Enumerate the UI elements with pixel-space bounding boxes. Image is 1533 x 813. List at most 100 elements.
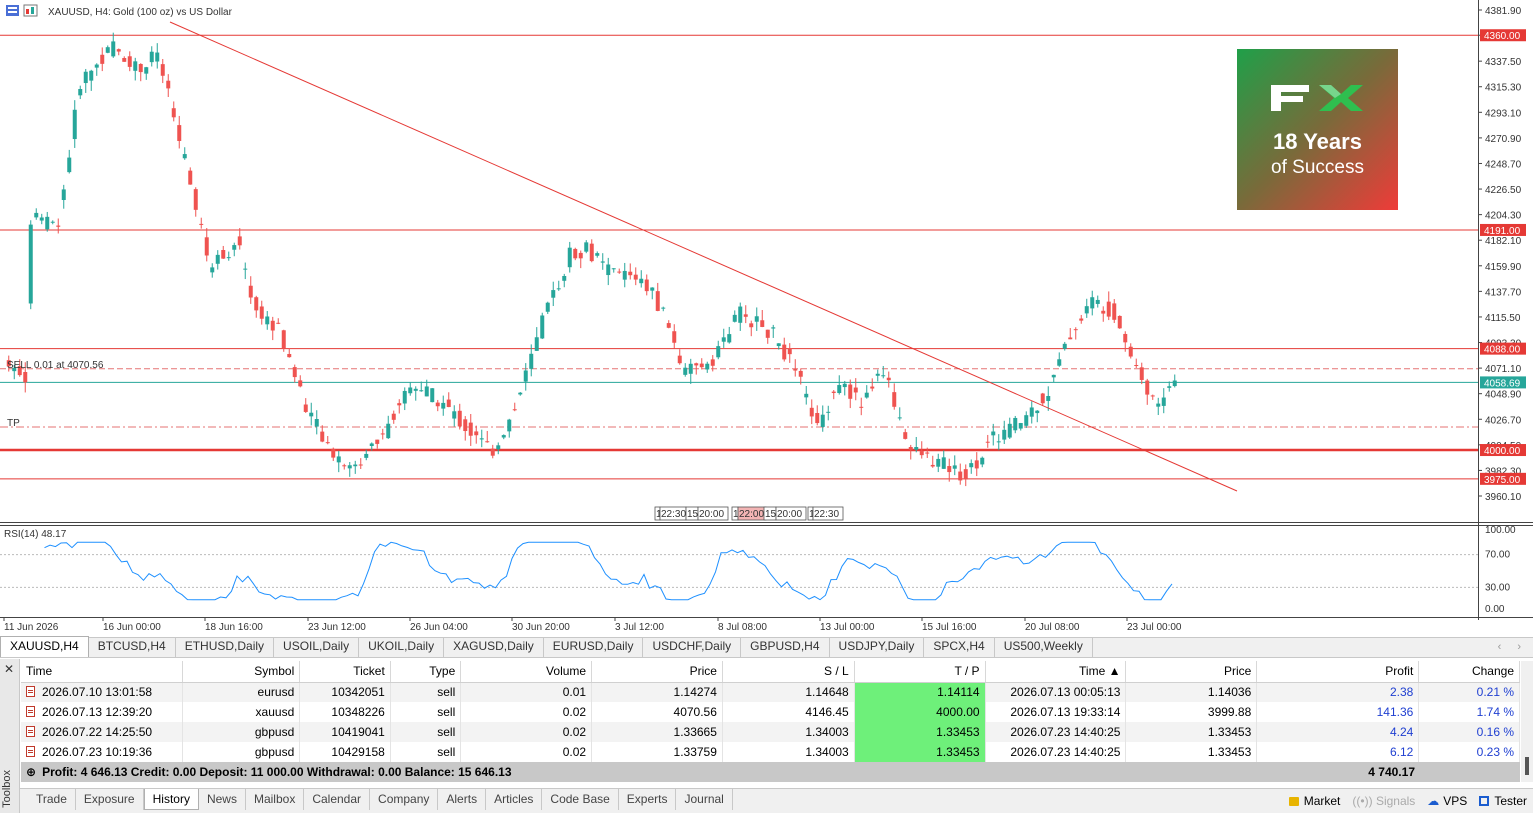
- column-header[interactable]: Change: [1418, 661, 1520, 683]
- cell-close-price: 1.14036: [1125, 682, 1258, 702]
- rsi-line: [44, 541, 1173, 601]
- candle-body: [578, 252, 583, 259]
- symbol-tab-xauusd-h4[interactable]: XAUUSD,H4: [0, 636, 89, 657]
- time-axis-label: 20 Jul 08:00: [1025, 622, 1080, 633]
- table-row[interactable]: 2026.07.22 14:25:50 gbpusd 10419041 sell 0.0…: [21, 722, 1520, 742]
- column-header[interactable]: T / P: [854, 661, 986, 683]
- rsi-tick-label: 0.00: [1485, 604, 1505, 615]
- chevron-right-icon[interactable]: ›: [1517, 641, 1521, 653]
- tab-mailbox[interactable]: Mailbox: [246, 789, 305, 810]
- column-header[interactable]: Price: [591, 661, 723, 683]
- tab-company[interactable]: Company: [370, 789, 439, 810]
- badge-line-1: 18 Years: [1273, 129, 1362, 154]
- badge-line-2: of Success: [1271, 157, 1364, 178]
- table-row[interactable]: 2026.07.23 10:19:36 gbpusd 10429158 sell 0.0…: [21, 742, 1520, 762]
- candle-body: [1167, 386, 1172, 388]
- trend-line[interactable]: [169, 21, 1238, 492]
- time-tag: [775, 506, 807, 521]
- cell-ticket: 10429158: [299, 742, 391, 762]
- tab-calendar[interactable]: Calendar: [304, 789, 371, 810]
- symbol-tab-ethusd-daily[interactable]: ETHUSD,Daily: [176, 637, 275, 657]
- symbol-tab-btcusd-h4[interactable]: BTCUSD,H4: [89, 637, 176, 657]
- price-level-tag-text: 4088.00: [1484, 345, 1521, 356]
- candle-body: [430, 388, 435, 403]
- candle-body: [155, 52, 160, 62]
- table-row[interactable]: 2026.07.10 13:01:58 eurusd 10342051 sell 0.0…: [21, 682, 1520, 702]
- time-axis-label: 18 Jun 16:00: [205, 622, 263, 633]
- tab-code-base[interactable]: Code Base: [542, 789, 619, 810]
- candle-body: [1101, 310, 1106, 314]
- price-level-tag-text: 4058.69: [1484, 378, 1521, 389]
- bag-icon: [1288, 797, 1299, 806]
- symbol-tab-usoil-daily[interactable]: USOIL,Daily: [274, 637, 360, 657]
- candle-body: [287, 353, 292, 358]
- column-header[interactable]: Time ▲: [985, 661, 1127, 683]
- column-header[interactable]: Profit: [1256, 661, 1420, 683]
- tab-history[interactable]: History: [143, 789, 199, 810]
- tab-news[interactable]: News: [199, 789, 246, 810]
- market-button[interactable]: Market: [1288, 789, 1340, 813]
- candle-body: [89, 70, 94, 81]
- sell-order-label[interactable]: SELL 0.01 at 4070.56: [7, 360, 104, 371]
- rsi-tick-label: 100.00: [1485, 525, 1516, 536]
- column-header[interactable]: Type: [390, 661, 462, 683]
- candle-body: [633, 274, 638, 280]
- price-tick-label: 4071.10: [1485, 364, 1522, 375]
- symbol-tab-ukoil-daily[interactable]: UKOIL,Daily: [359, 637, 445, 657]
- scrollbar-thumb[interactable]: [1525, 757, 1529, 775]
- candle-body: [309, 412, 314, 417]
- tester-button[interactable]: Tester: [1479, 789, 1527, 813]
- expand-plus-icon[interactable]: ⊕: [26, 765, 37, 779]
- table-row[interactable]: 2026.07.13 12:39:20 xauusd 10348226 sell 0.0…: [21, 702, 1520, 722]
- symbol-tab-eurusd-daily[interactable]: EURUSD,Daily: [544, 637, 644, 657]
- cell-symbol: gbpusd: [182, 742, 301, 762]
- cell-price: 1.33759: [591, 742, 723, 762]
- column-header[interactable]: S / L: [722, 661, 855, 683]
- time-axis-label: 13 Jul 00:00: [820, 622, 875, 633]
- candle-body: [622, 270, 627, 280]
- time-tag: [812, 506, 844, 521]
- candle-body: [270, 320, 275, 331]
- symbol-tab-us500-weekly[interactable]: US500,Weekly: [995, 637, 1093, 657]
- candle-body: [782, 344, 787, 360]
- symbol-tab-xagusd-daily[interactable]: XAGUSD,Daily: [444, 637, 544, 657]
- candle-body: [122, 58, 127, 62]
- tab-exposure[interactable]: Exposure: [76, 789, 144, 810]
- tab-experts[interactable]: Experts: [619, 789, 677, 810]
- candle-body: [490, 448, 495, 456]
- history-scrollbar[interactable]: [1521, 661, 1533, 782]
- chart-header-icons[interactable]: [6, 4, 38, 17]
- candle-body: [611, 268, 616, 270]
- time-tag-text: 22:30: [661, 509, 686, 520]
- close-icon[interactable]: ✕: [4, 662, 15, 676]
- candle-body: [1079, 318, 1084, 321]
- vps-button[interactable]: ☁ VPS: [1427, 789, 1467, 813]
- tp-label[interactable]: TP: [7, 418, 20, 429]
- price-tick-label: 4182.10: [1485, 236, 1522, 247]
- symbol-tab-usdchf-daily[interactable]: USDCHF,Daily: [643, 637, 742, 657]
- candle-body: [303, 404, 308, 412]
- signals-button[interactable]: ((•)) Signals: [1352, 789, 1415, 813]
- chevron-left-icon[interactable]: ‹: [1497, 641, 1502, 653]
- symbol-tab-spcx-h4[interactable]: SPCX,H4: [924, 637, 995, 657]
- candle-body: [369, 443, 374, 446]
- symbol-tab-usdjpy-daily[interactable]: USDJPY,Daily: [830, 637, 925, 657]
- symbol-tab-gbpusd-h4[interactable]: GBPUSD,H4: [741, 637, 830, 657]
- tab-articles[interactable]: Articles: [486, 789, 543, 810]
- cell-sl: 1.14648: [722, 682, 855, 702]
- column-header[interactable]: Symbol: [182, 661, 301, 683]
- tab-journal[interactable]: Journal: [676, 789, 733, 810]
- price-level-tag-text: 4360.00: [1484, 31, 1521, 42]
- toolbox-label[interactable]: Toolbox: [1, 770, 13, 808]
- candle-body: [688, 363, 693, 374]
- column-header[interactable]: Ticket: [299, 661, 391, 683]
- fx-promo-badge[interactable]: 18 Years of Success: [1237, 49, 1398, 210]
- candle-body: [320, 431, 325, 442]
- column-header[interactable]: Volume: [460, 661, 593, 683]
- column-header[interactable]: Time: [21, 661, 183, 683]
- candle-body: [94, 64, 99, 68]
- tab-trade[interactable]: Trade: [20, 789, 76, 810]
- column-header[interactable]: Price: [1125, 661, 1258, 683]
- candle-body: [996, 441, 1001, 443]
- tab-alerts[interactable]: Alerts: [438, 789, 487, 810]
